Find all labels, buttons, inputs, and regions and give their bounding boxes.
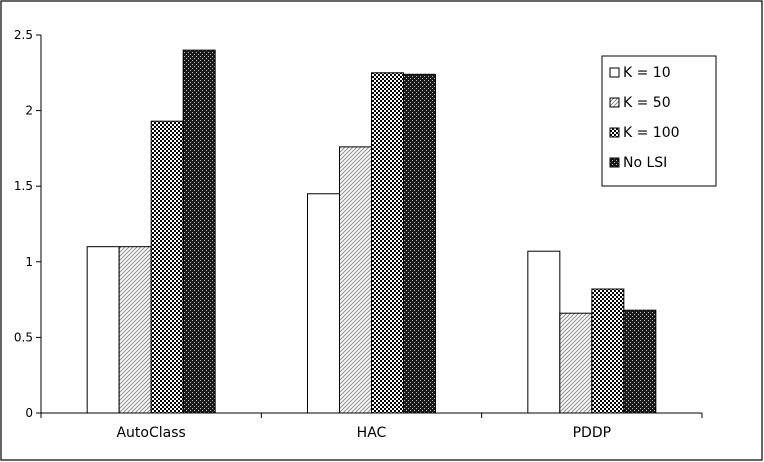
legend-swatch [610,98,619,107]
bar-k-50-pddp [560,313,592,413]
x-category-label: PDDP [573,425,611,441]
bar-k-50-autoclass [119,247,151,413]
x-category-label: AutoClass [116,425,185,441]
y-tick-label: 1.5 [14,179,33,193]
legend-label: K = 50 [623,95,671,111]
y-tick-label: 0 [25,406,33,420]
y-tick-label: 1 [25,255,33,269]
x-category-label: HAC [357,425,387,441]
y-tick-label: 2 [25,104,33,118]
bar-no-lsi-autoclass [183,50,215,413]
y-tick-label: 0.5 [14,330,33,344]
legend: K = 10 K = 50 K = 100 No LSI [602,56,716,186]
legend-swatch [610,68,619,77]
bar-k-100-pddp [592,289,624,413]
legend-label: K = 100 [623,125,680,141]
bar-k-100-hac [372,73,404,413]
y-tick-label: 2.5 [14,28,33,42]
bar-k-10-autoclass [87,247,119,413]
bar-no-lsi-pddp [624,310,656,413]
bar-k-100-autoclass [151,121,183,413]
bar-k-10-hac [308,194,340,413]
bar-k-50-hac [340,147,372,413]
legend-label: No LSI [623,155,667,171]
legend-swatch [610,158,619,167]
legend-swatch [610,128,619,137]
bar-no-lsi-hac [404,74,436,413]
legend-label: K = 10 [623,65,671,81]
bar-k-10-pddp [528,251,560,413]
